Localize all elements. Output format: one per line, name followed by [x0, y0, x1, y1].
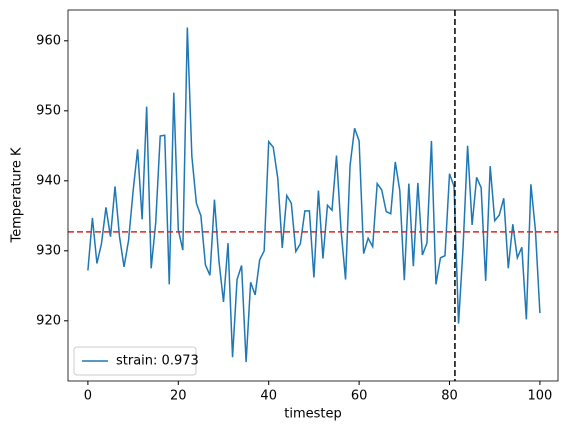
x-tick-label: 80 — [441, 389, 458, 404]
y-tick-label: 950 — [36, 103, 61, 118]
y-axis-label: Temperature K — [10, 147, 25, 243]
data-line — [87, 27, 541, 363]
y-tick-label: 960 — [36, 33, 61, 48]
y-tick-label: 940 — [36, 173, 61, 188]
x-tick-label: 20 — [170, 389, 187, 404]
x-tick-label: 40 — [260, 389, 277, 404]
y-tick-label: 930 — [36, 243, 61, 258]
x-tick-label: 100 — [528, 389, 553, 404]
legend-label: strain: 0.973 — [116, 354, 199, 369]
y-tick-label: 920 — [36, 313, 61, 328]
plot-frame — [67, 9, 559, 382]
x-tick-label: 0 — [84, 389, 92, 404]
x-axis-label: timestep — [284, 407, 342, 422]
legend-box — [73, 346, 197, 376]
x-tick-label: 60 — [351, 389, 368, 404]
